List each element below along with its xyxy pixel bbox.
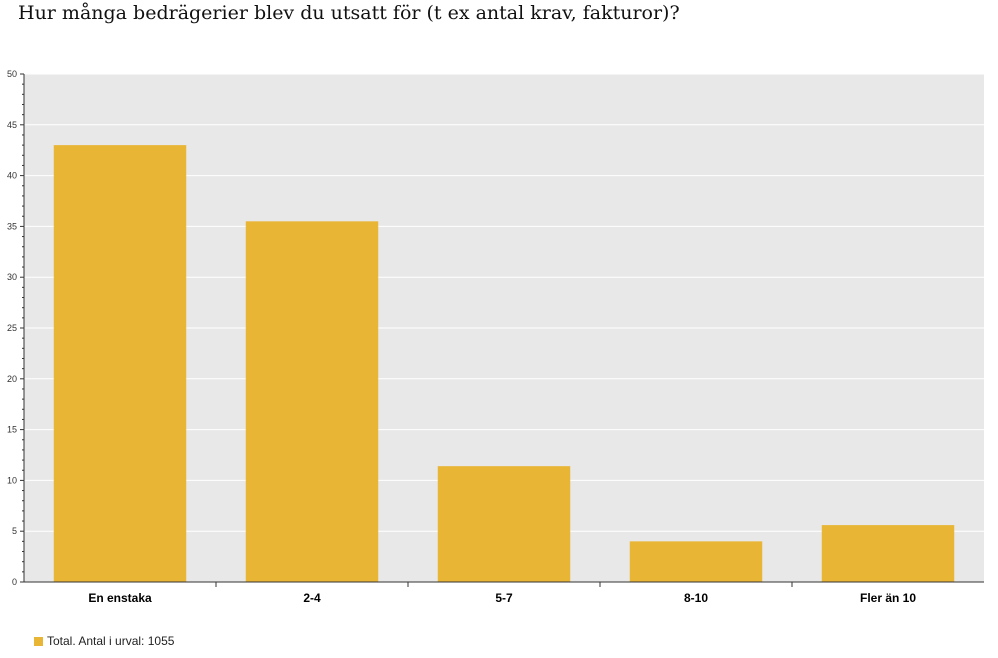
y-tick-label: 45 xyxy=(7,120,17,130)
x-tick-label: 2-4 xyxy=(303,591,321,605)
bars xyxy=(53,145,955,582)
bar xyxy=(821,525,955,582)
y-tick-label: 20 xyxy=(7,374,17,384)
x-tick-label: En enstaka xyxy=(88,591,152,605)
y-tick-label: 15 xyxy=(7,425,17,435)
y-tick-label: 0 xyxy=(12,577,17,587)
legend-label: Total. Antal i urval: 1055 xyxy=(47,634,175,648)
bar xyxy=(245,221,379,582)
y-axis-ticks: 0 5 10 15 20 25 30 35 40 45 50 xyxy=(7,69,24,587)
x-tick-label: Fler än 10 xyxy=(860,591,916,605)
chart-title: Hur många bedrägerier blev du utsatt för… xyxy=(18,2,680,24)
bar xyxy=(53,145,187,582)
x-axis-ticks: En enstaka 2-4 5-7 8-10 Fler än 10 xyxy=(88,582,916,605)
bar xyxy=(629,541,763,582)
y-tick-label: 35 xyxy=(7,221,17,231)
x-tick-label: 8-10 xyxy=(684,591,708,605)
legend: Total. Antal i urval: 1055 xyxy=(34,634,174,648)
y-tick-label: 25 xyxy=(7,323,17,333)
y-tick-label: 30 xyxy=(7,272,17,282)
y-tick-label: 50 xyxy=(7,69,17,79)
y-tick-label: 40 xyxy=(7,171,17,181)
legend-swatch xyxy=(34,636,43,646)
y-tick-label: 10 xyxy=(7,475,17,485)
x-tick-label: 5-7 xyxy=(495,591,513,605)
y-tick-label: 5 xyxy=(12,526,17,536)
bar xyxy=(437,466,571,582)
